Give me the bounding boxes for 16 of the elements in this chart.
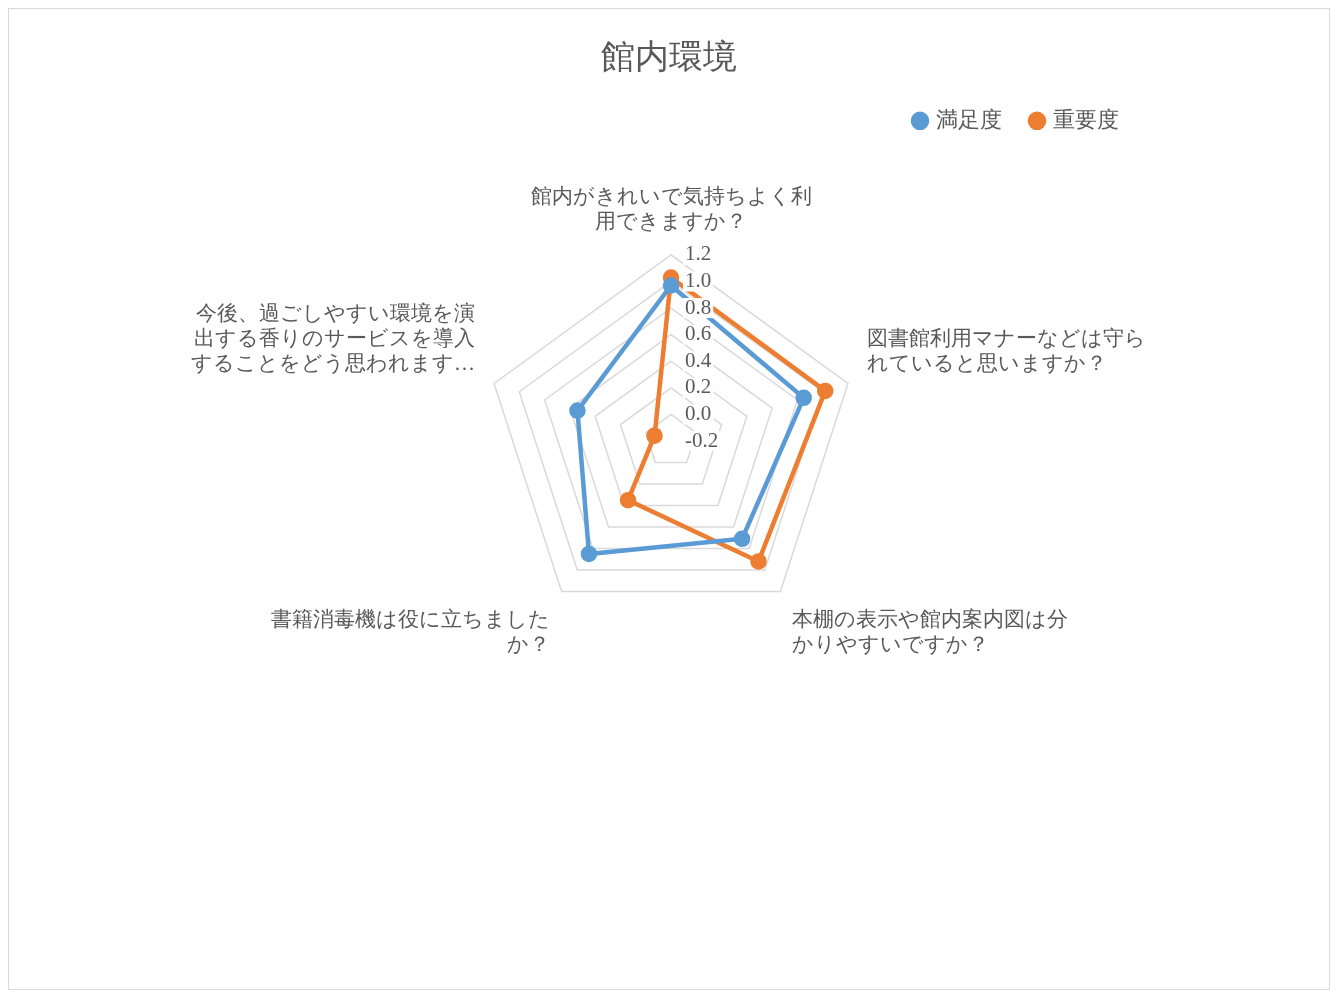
y-tick-label: 0.8 bbox=[685, 294, 712, 319]
legend-label: 満足度 bbox=[936, 106, 1002, 132]
y-tick-label: 0.4 bbox=[685, 347, 712, 372]
y-tick-label: 1.0 bbox=[685, 268, 712, 293]
legend-label: 重要度 bbox=[1053, 106, 1119, 132]
spoke-label: 今後、過ごしやすい環境を演出する香りのサービスを導入することをどう思われます… bbox=[191, 300, 475, 376]
spoke-label: 図書館利用マナーなどは守られていると思いますか？ bbox=[867, 326, 1146, 376]
y-tick-label: 0.0 bbox=[685, 400, 712, 425]
y-tick-label: 0.6 bbox=[685, 321, 712, 346]
spoke-label: 本棚の表示や館内案内図は分かりやすいですか？ bbox=[792, 606, 1069, 657]
y-tick-label: 1.2 bbox=[685, 241, 712, 266]
y-tick-label: 0.2 bbox=[685, 374, 712, 399]
chart-title: 館内環境 bbox=[601, 38, 737, 76]
spoke-label: 書籍消毒機は役に立ちましたか？ bbox=[270, 606, 550, 657]
y-tick-label: -0.2 bbox=[685, 427, 719, 452]
spoke-label: 館内がきれいで気持ちよく利用できますか？ bbox=[530, 183, 812, 233]
